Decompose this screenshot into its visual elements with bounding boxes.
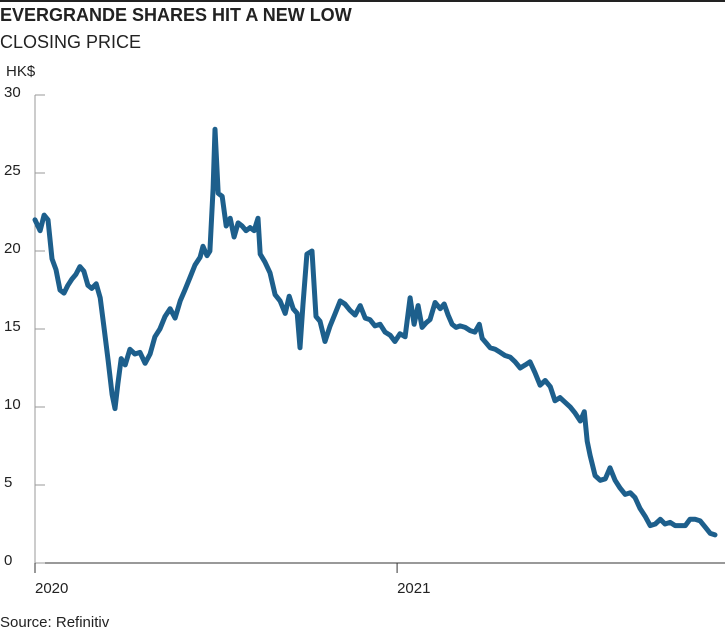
price-line [32,126,718,538]
source: Source: Refinitiv [0,614,110,631]
x-tick-label: 2021 [397,580,430,597]
y-tick-label: 0 [4,552,12,569]
y-tick-label: 10 [4,396,21,413]
chart-title: EVERGRANDE SHARES HIT A NEW LOW [0,5,352,25]
y-tick-label: 5 [4,474,12,491]
y-tick-label: 25 [4,162,21,179]
chart-subtitle: CLOSING PRICE [0,32,141,52]
x-tick-label: 2020 [35,580,68,597]
y-tick-label: 15 [4,318,21,335]
y-axis-label: HK$ [6,63,36,80]
y-tick-label: 20 [4,240,21,257]
y-tick-label: 30 [4,84,21,101]
